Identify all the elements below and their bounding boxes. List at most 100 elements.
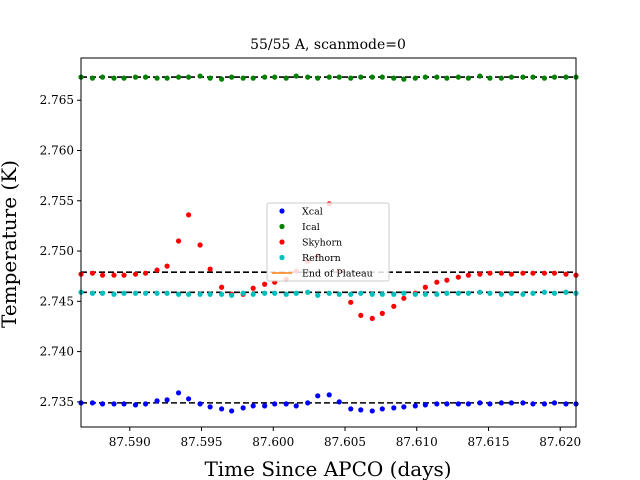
ical-point [465, 75, 471, 81]
skyhorn-point [186, 212, 192, 218]
ical-point [132, 74, 139, 80]
y-tick-label: 2.740 [40, 345, 74, 359]
legend-label-skyhorn: Skyhorn [302, 238, 342, 249]
ical-point [348, 75, 354, 81]
refhorn-point [412, 291, 418, 297]
ical-point [434, 74, 440, 80]
refhorn-point [487, 290, 493, 296]
skyhorn-point [197, 242, 203, 248]
skyhorn-point [219, 284, 225, 290]
xcal-point [142, 401, 149, 407]
ical-point [272, 74, 278, 80]
ical-point [250, 75, 256, 81]
refhorn-point [508, 290, 515, 296]
xcal-point [541, 401, 548, 407]
ical-point [240, 75, 246, 81]
chart-title: 55/55 A, scanmode=0 [250, 37, 406, 53]
refhorn-point [207, 291, 213, 297]
refhorn-point [422, 291, 428, 297]
xcal-point [229, 408, 235, 414]
xcal-point [283, 401, 289, 407]
xcal-point [207, 404, 213, 410]
refhorn-point [175, 291, 182, 297]
y-tick-label: 2.735 [40, 395, 74, 409]
ical-point [563, 74, 569, 80]
xcal-point [262, 403, 268, 409]
xcal-point [508, 400, 515, 406]
refhorn-point [401, 290, 407, 296]
skyhorn-point [111, 272, 117, 278]
skyhorn-point [391, 303, 397, 309]
refhorn-point [219, 291, 225, 297]
ical-point [455, 74, 461, 80]
ical-point [283, 75, 289, 81]
refhorn-point [272, 290, 278, 296]
refhorn-point [229, 292, 235, 298]
xcal-point [164, 397, 170, 403]
skyhorn-point [89, 270, 96, 276]
refhorn-point [132, 290, 139, 296]
refhorn-point [498, 291, 504, 297]
skyhorn-point [563, 271, 569, 277]
x-tick-label: 87.615 [467, 435, 509, 449]
xcal-point [186, 396, 192, 402]
xcal-point [477, 400, 483, 406]
data-points [78, 73, 579, 414]
xcal-point [530, 401, 536, 407]
skyhorn-point [455, 274, 461, 280]
legend-label-refhorn: Refhorn [302, 253, 341, 264]
skyhorn-point [477, 271, 483, 277]
refhorn-point [444, 290, 450, 296]
ical-point [422, 74, 428, 80]
refhorn-point [455, 290, 461, 296]
refhorn-point [283, 291, 289, 297]
ical-point [358, 74, 364, 80]
xcal-point [391, 405, 397, 411]
y-tick-label: 2.750 [40, 244, 74, 258]
skyhorn-point [369, 315, 375, 322]
ical-point [444, 75, 450, 81]
skyhorn-point [164, 263, 170, 269]
skyhorn-point [530, 270, 536, 276]
legend-label-ical: Ical [302, 222, 320, 233]
ical-point [229, 74, 235, 80]
legend-label-xcal: Xcal [302, 207, 323, 218]
refhorn-point [240, 290, 246, 296]
xcal-point [154, 398, 160, 404]
xcal-point [326, 392, 332, 398]
refhorn-point [99, 290, 106, 296]
ical-point [175, 74, 182, 80]
ical-point [551, 74, 558, 80]
y-tick-label: 2.760 [40, 144, 74, 158]
xcal-point [563, 401, 569, 407]
xcal-point [121, 401, 127, 407]
xcal-point [250, 403, 256, 409]
ical-point [186, 74, 192, 80]
ical-point [508, 74, 515, 80]
legend-swatch-ical [279, 223, 285, 230]
refhorn-point [89, 290, 96, 296]
refhorn-point [358, 290, 364, 296]
skyhorn-point [132, 271, 139, 277]
y-tick-label: 2.765 [40, 93, 74, 107]
ical-point [111, 75, 117, 81]
refhorn-point [326, 290, 332, 296]
ical-point [520, 74, 526, 80]
ical-point [541, 75, 548, 81]
xcal-point [551, 400, 558, 406]
refhorn-point [293, 290, 299, 296]
ical-point [99, 74, 106, 80]
skyhorn-point [99, 272, 106, 278]
x-tick-label: 87.590 [109, 435, 151, 449]
refhorn-point [164, 290, 170, 296]
refhorn-point [465, 290, 471, 296]
refhorn-point [348, 291, 354, 297]
ical-point [487, 75, 493, 81]
ical-point [164, 75, 170, 81]
xcal-point [369, 408, 375, 414]
plot-frame [80, 57, 577, 428]
refhorn-point [379, 291, 385, 297]
xcal-point [132, 402, 139, 408]
refhorn-point [477, 289, 483, 295]
refhorn-point [434, 291, 440, 297]
